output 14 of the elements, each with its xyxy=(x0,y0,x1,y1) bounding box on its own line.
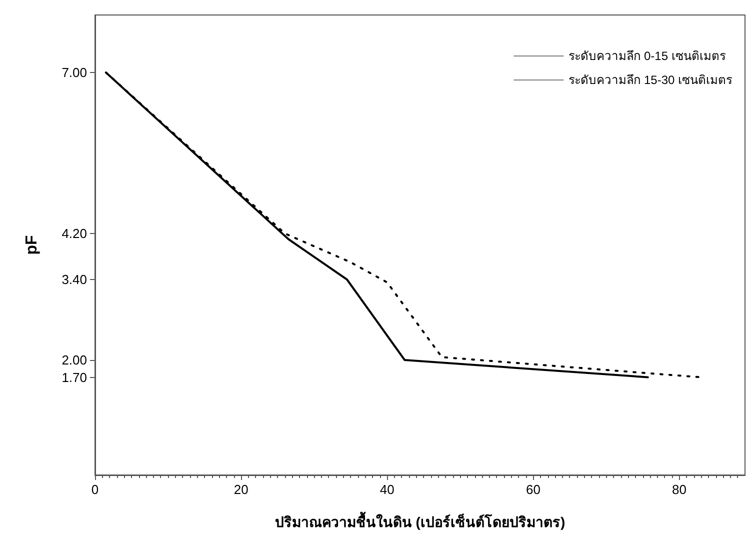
x-tick-label: 40 xyxy=(380,482,394,497)
y-tick-label: 3.40 xyxy=(62,272,87,287)
x-tick-label: 20 xyxy=(234,482,248,497)
legend-label: ระดับความลึก 0-15 เซนติเมตร xyxy=(568,49,726,63)
y-tick-label: 4.20 xyxy=(62,226,87,241)
x-tick-label: 60 xyxy=(526,482,540,497)
x-axis-title: ปริมาณความชื้นในดิน (เปอร์เซ็นต์โดยปริมาตร) xyxy=(274,511,566,530)
x-tick-label: 80 xyxy=(672,482,687,497)
y-axis-title: pF xyxy=(24,235,40,255)
y-tick-label: 1.70 xyxy=(62,370,87,385)
y-tick-label: 2.00 xyxy=(62,352,87,368)
y-tick-label: 7.00 xyxy=(62,65,87,80)
legend-label: ระดับความลึก 15-30 เซนติเมตร xyxy=(568,73,733,87)
x-tick-label: 0 xyxy=(91,482,99,497)
